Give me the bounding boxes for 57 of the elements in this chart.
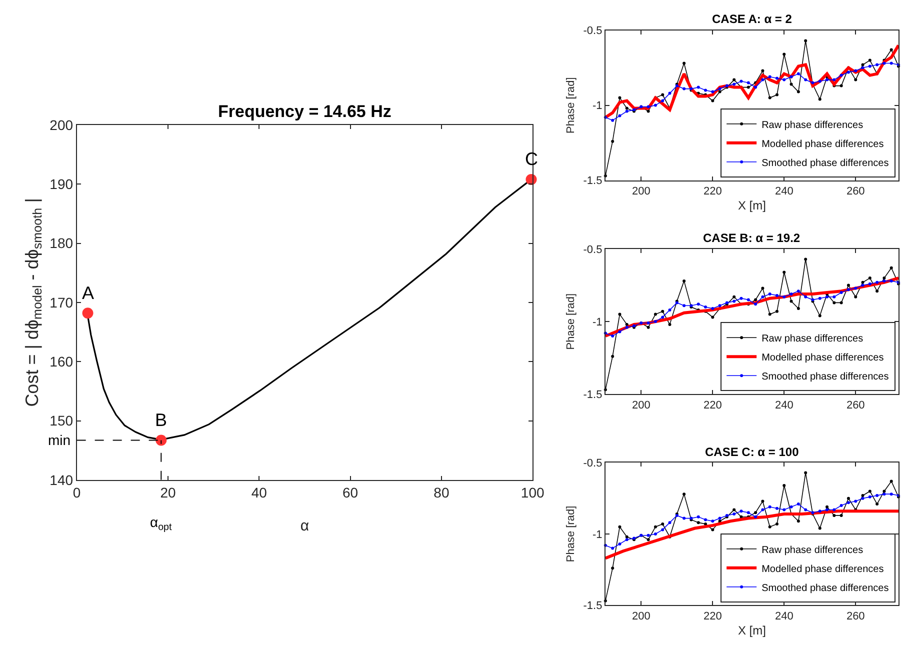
chart-title: CASE A: α = 2	[712, 12, 792, 26]
y-tick-label: 180	[50, 235, 74, 252]
y-tick-label: 140	[50, 472, 74, 488]
x-tick-label: 40	[251, 484, 268, 501]
x-tick-label: 220	[703, 186, 722, 198]
chart-title: Frequency = 14.65 Hz	[218, 102, 392, 121]
y-tick-label: -1.5	[583, 175, 602, 188]
y-tick-label: 160	[50, 354, 74, 370]
y-tick-label: 200	[50, 116, 74, 133]
x-tick-label: 200	[632, 186, 650, 198]
x-tick-label: 80	[434, 484, 450, 501]
x-tick-label: 260	[846, 186, 865, 198]
legend-label: Raw phase differences	[762, 334, 864, 345]
legend-label: Modelled phase differences	[762, 352, 884, 364]
x-tick-label: 0	[72, 484, 81, 501]
annotation: A	[82, 283, 94, 303]
x-tick-label: 220	[703, 399, 722, 412]
legend-label: Smoothed phase differences	[762, 582, 889, 594]
y-tick-label: -0.5	[583, 25, 602, 38]
y-tick-label: -1.5	[583, 600, 602, 612]
y-tick-label: -1.5	[583, 388, 602, 401]
x-tick-label: 240	[774, 186, 794, 198]
y-axis-title: Phase [rad]	[564, 506, 577, 562]
annotation: min	[48, 432, 71, 448]
x-axis-title: α	[300, 518, 310, 535]
y-tick-label: -1	[592, 100, 602, 112]
legend-label: Smoothed phase differences	[762, 158, 889, 169]
legend-label: Raw phase differences	[762, 120, 864, 131]
x-axis-title: X [m]	[738, 198, 766, 212]
legend-label: Modelled phase differences	[762, 564, 884, 575]
legend-label: Smoothed phase differences	[762, 372, 889, 383]
annotation: α$_{opt}$	[150, 514, 172, 533]
legend-label: Modelled phase differences	[762, 138, 884, 150]
x-tick-label: 100	[520, 484, 544, 501]
x-tick-label: 20	[160, 484, 176, 501]
y-tick-label: -0.5	[583, 458, 602, 470]
x-tick-label: 240	[774, 399, 794, 412]
y-tick-label: -1	[592, 316, 602, 328]
x-tick-label: 240	[774, 610, 794, 622]
y-tick-label: 190	[50, 176, 74, 192]
x-tick-label: 220	[703, 610, 722, 622]
y-tick-label: 170	[50, 294, 74, 310]
x-tick-label: 260	[846, 610, 865, 622]
annotation: B	[155, 410, 168, 430]
y-axis-title: Phase [rad]	[564, 77, 577, 134]
chart-title: CASE C: α = 100	[705, 445, 800, 459]
x-tick-label: 200	[632, 399, 650, 412]
chart-title: CASE B: α = 19.2	[703, 231, 800, 245]
x-axis-title: X [m]	[738, 623, 766, 638]
y-tick-label: -0.5	[583, 244, 602, 256]
x-tick-label: 260	[846, 399, 865, 412]
y-tick-label: -1	[592, 528, 602, 541]
x-tick-label: 60	[342, 484, 358, 501]
y-tick-label: 150	[50, 412, 74, 429]
legend-label: Raw phase differences	[762, 544, 864, 556]
x-tick-label: 200	[632, 610, 650, 622]
y-axis-title: Phase [rad]	[564, 293, 577, 350]
